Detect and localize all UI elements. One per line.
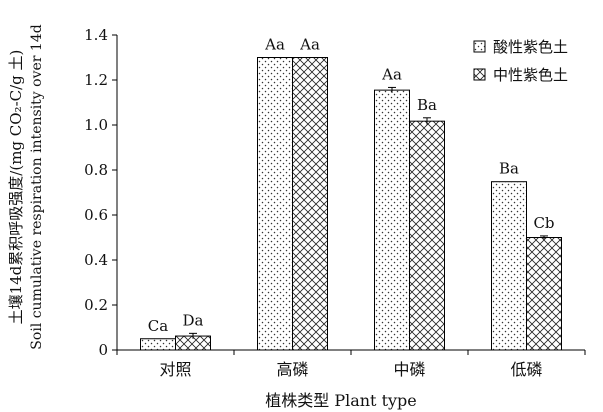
significance-label: Da — [183, 311, 204, 329]
bars: Ca Aa Aa Ba Da Aa Ba Cb — [140, 36, 562, 351]
category-label: 中磷 — [393, 360, 425, 379]
y-ticks: 0 0.2 0.4 0.6 0.8 1.0 1.2 1.4 — [84, 26, 117, 359]
significance-label: Ba — [417, 96, 437, 114]
significance-label: Cb — [533, 214, 554, 232]
category-label: 低磷 — [510, 360, 542, 379]
y-tick-label: 0 — [98, 341, 108, 359]
significance-label: Aa — [381, 65, 402, 83]
y-tick-label: 1.2 — [84, 71, 108, 89]
legend-swatch-neutral — [473, 68, 486, 81]
legend-label-neutral: 中性紫色土 — [493, 66, 568, 84]
bar-acidic — [140, 338, 176, 351]
significance-label: Aa — [264, 36, 285, 54]
y-tick-label: 0.4 — [84, 251, 108, 269]
legend-swatch-acidic — [473, 40, 486, 53]
significance-label: Ca — [148, 317, 168, 335]
x-ticks: 对照 高磷 中磷 低磷 — [116, 350, 586, 379]
significance-label: Aa — [299, 36, 320, 54]
bar-acidic — [257, 57, 293, 351]
y-tick-label: 0.8 — [84, 161, 108, 179]
y-axis-title-chinese: 土壤14d累积呼吸强度/(mg CO₂-C/g 土) — [7, 50, 25, 325]
category-label: 高磷 — [276, 360, 308, 379]
bar-neutral — [409, 120, 445, 351]
x-axis-title: 植株类型 Plant type — [265, 391, 417, 410]
y-axis-title-english: Soil cumulative respiration intensity ov… — [29, 24, 45, 349]
legend: 酸性紫色土 中性紫色土 — [473, 38, 568, 84]
y-tick-label: 1.4 — [84, 26, 108, 44]
legend-label-acidic: 酸性紫色土 — [493, 38, 568, 56]
bar-neutral — [526, 237, 562, 351]
y-tick-label: 0.6 — [84, 206, 108, 224]
bar-acidic — [374, 89, 410, 351]
y-tick-label: 1.0 — [84, 116, 108, 134]
significance-label: Ba — [499, 160, 519, 178]
bar-neutral — [292, 57, 328, 351]
y-tick-label: 0.2 — [84, 296, 108, 314]
category-label: 对照 — [159, 360, 191, 379]
bar-acidic — [491, 181, 527, 351]
